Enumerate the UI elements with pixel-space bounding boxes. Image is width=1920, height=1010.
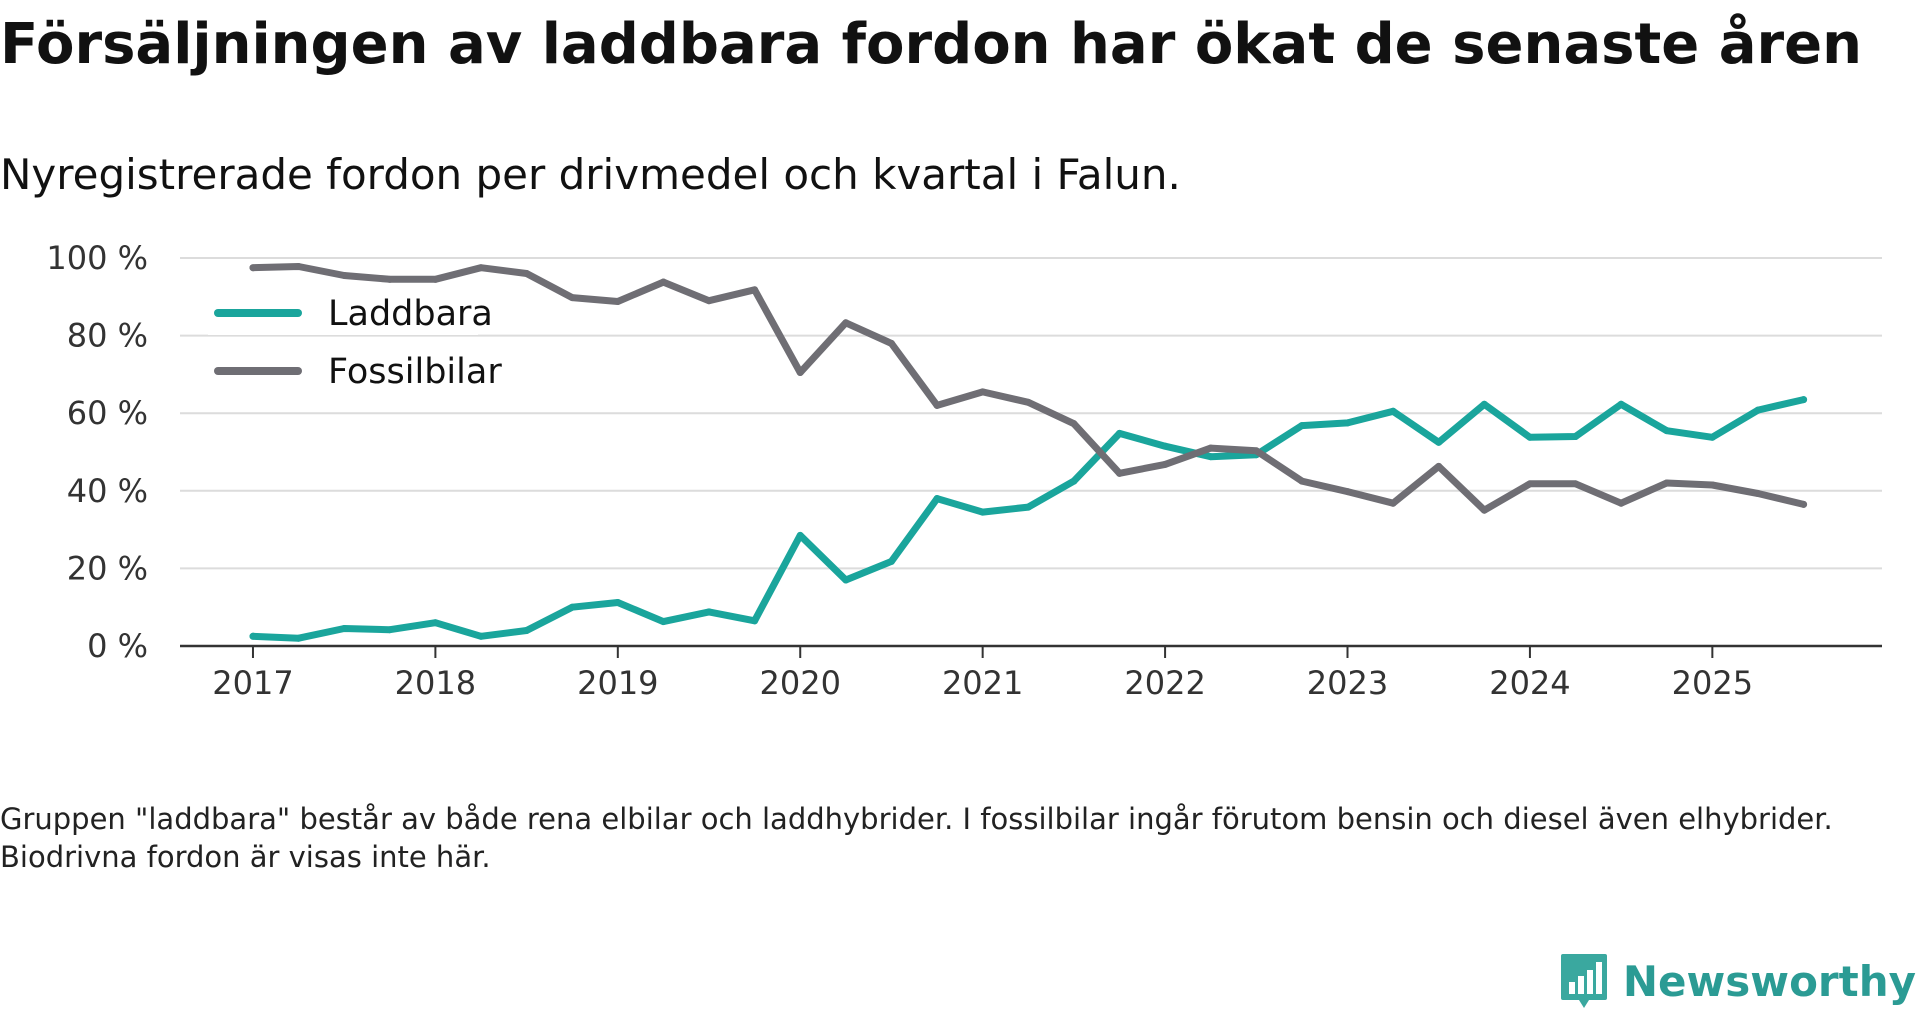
x-tick-label: 2022 (1124, 664, 1205, 702)
data-point-laddbara (933, 495, 941, 503)
data-point-fossilbilar (887, 339, 895, 347)
data-point-laddbara (1708, 433, 1716, 441)
data-point-laddbara (1435, 438, 1443, 446)
brand-name: Newsworthy (1622, 956, 1916, 1006)
data-point-fossilbilar (1252, 447, 1260, 455)
data-point-laddbara (1800, 396, 1808, 404)
data-point-laddbara (568, 603, 576, 611)
data-point-fossilbilar (1161, 460, 1169, 468)
data-point-fossilbilar (1024, 398, 1032, 406)
x-tick-label: 2023 (1307, 664, 1388, 702)
data-point-laddbara (751, 617, 759, 625)
chart-title: Försäljningen av laddbara fordon har öka… (0, 12, 1862, 77)
data-point-laddbara (1298, 422, 1306, 430)
data-point-fossilbilar (1617, 499, 1625, 507)
data-point-fossilbilar (1435, 462, 1443, 470)
y-tick-label: 80 % (67, 317, 148, 355)
y-tick-label: 20 % (67, 549, 148, 587)
data-point-fossilbilar (431, 275, 439, 283)
brand-logo: Newsworthy (1559, 952, 1916, 1010)
y-tick-label: 100 % (46, 239, 148, 277)
data-point-fossilbilar (751, 286, 759, 294)
data-point-laddbara (796, 531, 804, 539)
series-line-laddbara (249, 396, 1808, 642)
data-point-laddbara (477, 632, 485, 640)
data-point-fossilbilar (1526, 480, 1534, 488)
x-tick-label: 2025 (1672, 664, 1753, 702)
data-point-laddbara (979, 508, 987, 516)
legend: Laddbara Fossilbilar (208, 294, 502, 393)
data-point-fossilbilar (1800, 500, 1808, 508)
data-point-laddbara (431, 619, 439, 627)
series-lines (249, 263, 1808, 642)
data-point-fossilbilar (705, 297, 713, 305)
data-point-fossilbilar (1298, 477, 1306, 485)
data-point-laddbara (386, 626, 394, 634)
y-axis-ticks: 0 % 20 % 40 % 60 % 80 % 100 % (46, 239, 148, 665)
x-tick-label: 2018 (395, 664, 476, 702)
data-point-fossilbilar (1389, 499, 1397, 507)
data-point-laddbara (842, 576, 850, 584)
data-point-fossilbilar (933, 401, 941, 409)
x-tick-label: 2019 (577, 664, 658, 702)
data-point-fossilbilar (568, 294, 576, 302)
data-point-laddbara (1070, 477, 1078, 485)
data-point-fossilbilar (1572, 480, 1580, 488)
data-point-laddbara (1480, 400, 1488, 408)
data-point-laddbara (340, 625, 348, 633)
data-point-laddbara (295, 634, 303, 642)
data-point-fossilbilar (340, 271, 348, 279)
data-point-laddbara (523, 626, 531, 634)
x-axis-ticks: 2017 2018 2019 2020 2021 2022 2023 2024 2025 (180, 644, 1882, 702)
data-point-fossilbilar (842, 319, 850, 327)
x-tick-label: 2024 (1489, 664, 1570, 702)
data-point-fossilbilar (1070, 420, 1078, 428)
data-point-laddbara (705, 608, 713, 616)
data-point-fossilbilar (796, 368, 804, 376)
x-tick-label: 2017 (212, 664, 293, 702)
chart-subtitle: Nyregistrerade fordon per drivmedel och … (0, 150, 1181, 199)
data-point-fossilbilar (979, 388, 987, 396)
data-point-fossilbilar (386, 275, 394, 283)
data-point-laddbara (659, 618, 667, 626)
data-point-fossilbilar (1663, 479, 1671, 487)
data-point-laddbara (1572, 432, 1580, 440)
newsworthy-logo-icon (1560, 954, 1607, 1008)
data-point-laddbara (1024, 503, 1032, 511)
data-point-laddbara (1389, 407, 1397, 415)
x-tick-label: 2020 (760, 664, 841, 702)
data-point-laddbara (1526, 433, 1534, 441)
data-point-laddbara (887, 557, 895, 565)
y-tick-label: 0 % (87, 627, 148, 665)
y-tick-label: 40 % (67, 472, 148, 510)
data-point-fossilbilar (477, 264, 485, 272)
data-point-laddbara (1754, 406, 1762, 414)
y-tick-label: 60 % (67, 394, 148, 432)
data-point-fossilbilar (614, 297, 622, 305)
data-point-laddbara (249, 632, 257, 640)
data-point-laddbara (1617, 400, 1625, 408)
data-point-fossilbilar (659, 278, 667, 286)
chart-footnote: Gruppen "laddbara" består av både rena e… (0, 802, 1833, 874)
data-point-laddbara (1161, 442, 1169, 450)
data-point-laddbara (1663, 427, 1671, 435)
data-point-laddbara (1115, 429, 1123, 437)
data-point-laddbara (1344, 419, 1352, 427)
data-point-fossilbilar (295, 263, 303, 271)
data-point-fossilbilar (249, 264, 257, 272)
data-point-fossilbilar (523, 270, 531, 278)
data-point-fossilbilar (1344, 488, 1352, 496)
data-point-laddbara (1207, 453, 1215, 461)
data-point-fossilbilar (1754, 490, 1762, 498)
x-tick-label: 2021 (942, 664, 1023, 702)
legend-label: Laddbara (328, 294, 493, 334)
data-point-fossilbilar (1115, 469, 1123, 477)
data-point-fossilbilar (1207, 444, 1215, 452)
data-point-fossilbilar (1480, 506, 1488, 514)
legend-label: Fossilbilar (328, 352, 502, 392)
data-point-laddbara (614, 599, 622, 607)
data-point-fossilbilar (1708, 481, 1716, 489)
